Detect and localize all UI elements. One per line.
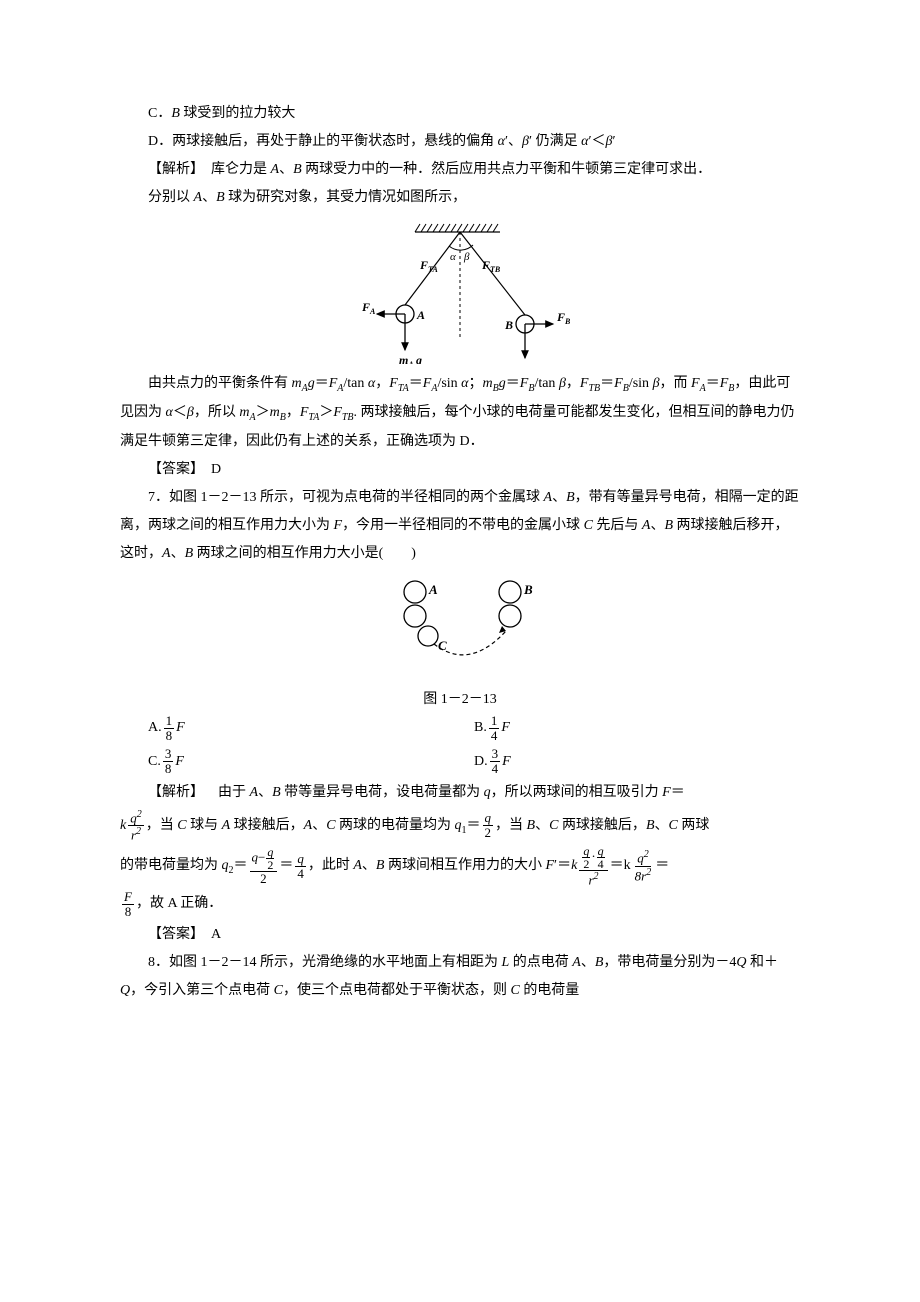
q2-d: 2 — [483, 826, 494, 840]
bignum: q−q2 — [250, 846, 278, 872]
answer-label-6: 【答案】 — [148, 462, 197, 477]
q4-d: 4 — [295, 867, 306, 881]
q7-option-b: B. 14F — [474, 714, 800, 744]
svg-text:α: α — [450, 251, 456, 263]
svg-text:β: β — [463, 251, 470, 263]
analysis-6a: 库仑力是 A、B 两球受力中的一种．然后应用共点力平衡和牛顿第三定律可求出． — [197, 162, 711, 177]
F8-n: F — [122, 890, 134, 905]
q7-analysis-line4: F8 ，故 A 正确． — [120, 890, 800, 920]
frac-c-n: 3 — [163, 747, 174, 762]
opt-c-pre: C. — [148, 748, 161, 776]
analysis-6: 【解析】 库仑力是 A、B 两球受力中的一种．然后应用共点力平衡和牛顿第三定律可… — [120, 156, 800, 184]
frac-b-n: 1 — [489, 714, 500, 729]
answer-7: 【答案】 A — [120, 921, 800, 949]
prod-d: r2 — [586, 871, 600, 888]
svg-text:FA: FA — [361, 300, 376, 316]
opt-a-pre: A. — [148, 714, 162, 742]
q7-an-c: ，当 B、C 两球接触后，B、C 两球 — [495, 812, 709, 840]
answer-6: 【答案】 D — [120, 456, 800, 484]
q28r2-n: q2 — [635, 849, 651, 867]
q7-an-a: 由于 A、B 带等量异号电荷，设电荷量都为 q，所以两球间的相互吸引力 F＝ — [204, 779, 685, 807]
q7-stem: 7．如图 1－2－13 所示，可视为点电荷的半径相同的两个金属球 A、B，带有等… — [120, 484, 800, 568]
F8-d: 8 — [123, 905, 134, 919]
kq2r2-d: r2 — [129, 826, 143, 843]
frac-d-d: 4 — [490, 762, 501, 776]
svg-text:g: g — [415, 353, 422, 364]
fig1-svg: αβFTAFTBFAFBmAgmBgAB — [350, 214, 570, 364]
analysis-label: 【解析】 — [148, 162, 197, 177]
q7-analysis-line3: 的带电荷量均为 q2＝ q−q2 2 ＝ q4 ，此时 A、B 两球间相互作用力… — [120, 845, 800, 888]
q7-options: A. 18F B. 14F C. 38F D. 34F — [148, 714, 800, 777]
prod-n: q2·q4 — [579, 845, 607, 871]
fig2-svg: A B C — [350, 570, 570, 680]
opt-d-pre: D. — [474, 748, 488, 776]
svg-text:mA: mA — [399, 353, 414, 364]
eq-k2: ＝k — [610, 852, 631, 880]
kq2r2-n: q2 — [128, 809, 144, 827]
answer-7-val: A — [197, 927, 221, 942]
q7-option-a: A. 18F — [148, 714, 474, 744]
q7-analysis-line1: 【解析】 由于 A、B 带等量异号电荷，设电荷量都为 q，所以两球间的相互吸引力… — [120, 779, 800, 807]
q7-option-c: C. 38F — [148, 747, 474, 777]
q7-option-d: D. 34F — [474, 747, 800, 777]
svg-text:B: B — [523, 582, 533, 597]
frac-c-d: 8 — [163, 762, 174, 776]
opt-b-F: F — [501, 714, 510, 742]
answer-label-7: 【答案】 — [148, 927, 197, 942]
figure-force-diagram: αβFTAFTBFAFBmAgmBgAB — [120, 214, 800, 364]
frac-a-n: 1 — [164, 714, 175, 729]
q7-an-b: ，当 C 球与 A 球接触后，A、C 两球的电荷量均为 q1＝ — [146, 812, 481, 841]
q7-an-e: ，此时 A、B 两球间相互作用力的大小 F′＝k — [308, 852, 577, 880]
svg-text:FTB: FTB — [481, 258, 501, 274]
q7-an-d: 的带电荷量均为 q2＝ — [120, 852, 248, 881]
q7-an-h: ，故 A 正确． — [136, 890, 222, 918]
bigden: 2 — [258, 872, 269, 886]
frac-a-d: 8 — [164, 729, 175, 743]
figure-1-2-13: A B C — [120, 570, 800, 680]
svg-text:C: C — [438, 638, 447, 653]
svg-text:A: A — [428, 582, 438, 597]
option-c: C．B 球受到的拉力较大 — [120, 100, 800, 128]
q7-analysis-line2: k q2r2 ，当 C 球与 A 球接触后，A、C 两球的电荷量均为 q1＝ q… — [120, 809, 800, 843]
eq3: ＝ — [655, 852, 669, 880]
q2-n: q — [483, 811, 494, 826]
answer-6-val: D — [197, 462, 221, 477]
opt-d-F: F — [502, 748, 511, 776]
analysis-6b: 分别以 A、B 球为研究对象，其受力情况如图所示， — [120, 184, 800, 212]
svg-text:A: A — [416, 308, 425, 322]
frac-b-d: 4 — [489, 729, 500, 743]
q8-stem: 8．如图 1－2－14 所示，光滑绝缘的水平地面上有相距为 L 的点电荷 A、B… — [120, 949, 800, 1005]
fig2-caption: 图 1－2－13 — [120, 686, 800, 714]
option-d: D．两球接触后，再处于静止的平衡状态时，悬线的偏角 α′、β′ 仍满足 α′＜β… — [120, 128, 800, 156]
opt-c-F: F — [175, 748, 184, 776]
svg-text:FB: FB — [556, 310, 570, 326]
analysis-label-7: 【解析】 — [148, 779, 204, 807]
q28r2-d: 8r2 — [633, 867, 654, 884]
svg-text:g: g — [536, 361, 543, 364]
svg-text:FTA: FTA — [419, 258, 438, 274]
svg-text:mB: mB — [519, 361, 534, 364]
frac-d-n: 3 — [490, 747, 501, 762]
opt-b-pre: B. — [474, 714, 487, 742]
opt-a-F: F — [176, 714, 185, 742]
balance-line: 由共点力的平衡条件有 mAg＝FA/tan α，FTA＝FA/sin α；mBg… — [120, 370, 800, 456]
svg-text:B: B — [504, 318, 513, 332]
q4-n: q — [295, 852, 306, 867]
